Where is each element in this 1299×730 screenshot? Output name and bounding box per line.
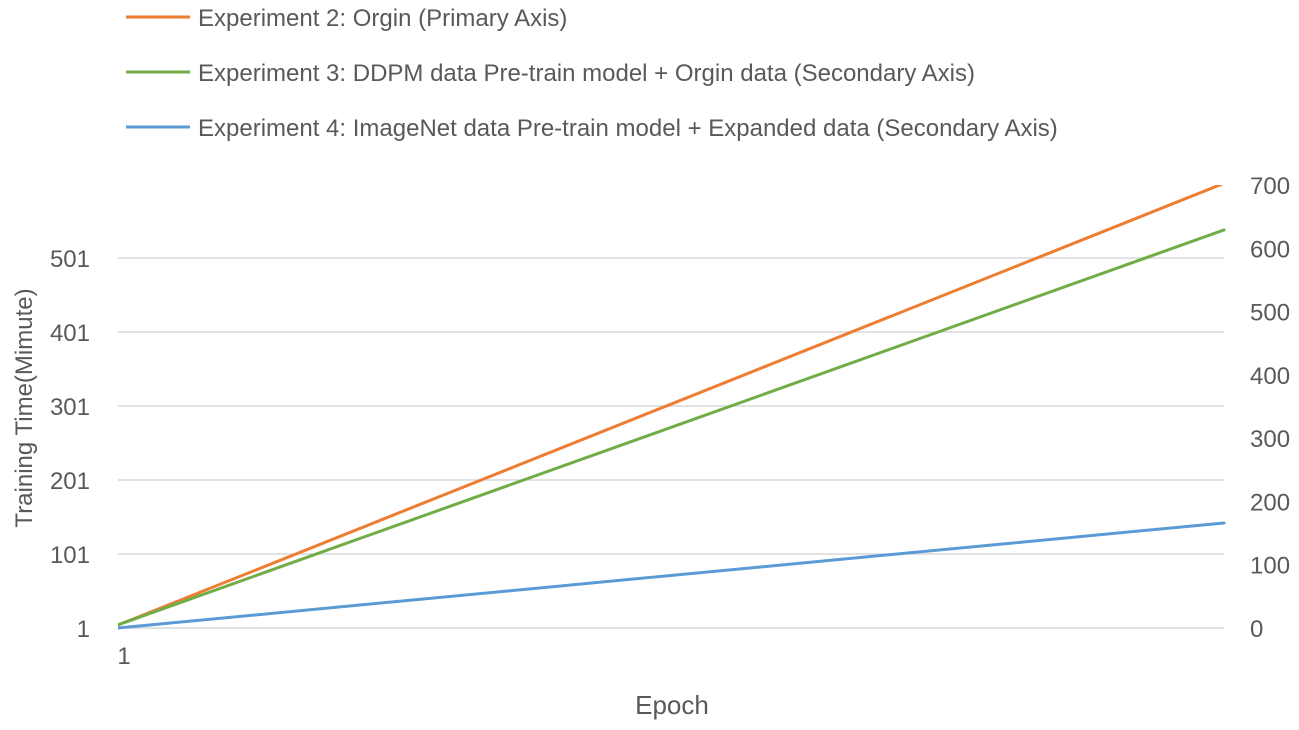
series-lines bbox=[118, 185, 1226, 630]
gridlines bbox=[118, 257, 1224, 629]
x-tick-label: 1 bbox=[117, 643, 130, 670]
y-primary-tick-label: 501 bbox=[50, 246, 90, 273]
y-primary-tick-label: 101 bbox=[50, 542, 90, 569]
y-primary-tick-label: 201 bbox=[50, 468, 90, 495]
y-secondary-tick-label: 0 bbox=[1250, 616, 1263, 643]
y-secondary-tick-label: 500 bbox=[1250, 300, 1290, 327]
y-primary-tick-label: 1 bbox=[77, 616, 90, 643]
y-secondary-tick-label: 400 bbox=[1250, 363, 1290, 390]
legend-label: Experiment 3: DDPM data Pre-train model … bbox=[198, 60, 975, 87]
legend: Experiment 2: Orgin (Primary Axis) Experi… bbox=[126, 5, 1058, 142]
y-secondary-tick-label: 200 bbox=[1250, 489, 1290, 516]
y-secondary-tick-label: 600 bbox=[1250, 236, 1290, 263]
y-axis-primary: 1 101 201 301 401 501 bbox=[50, 246, 90, 643]
series-line-2 bbox=[118, 228, 1226, 627]
legend-label: Experiment 4: ImageNet data Pre-train mo… bbox=[198, 115, 1058, 142]
x-axis: 1 bbox=[117, 643, 130, 670]
y-secondary-tick-label: 700 bbox=[1250, 173, 1290, 200]
y-primary-tick-label: 401 bbox=[50, 320, 90, 347]
y-secondary-tick-label: 100 bbox=[1250, 553, 1290, 580]
y-axis-label: Training Time(Mimute) bbox=[11, 288, 38, 527]
y-secondary-tick-label: 300 bbox=[1250, 426, 1290, 453]
x-axis-label: Epoch bbox=[635, 690, 709, 720]
y-axis-secondary: 0 100 200 300 400 500 600 700 bbox=[1250, 173, 1290, 643]
series-line-1 bbox=[118, 185, 1224, 627]
legend-label: Experiment 2: Orgin (Primary Axis) bbox=[198, 5, 567, 32]
series-line-3 bbox=[118, 521, 1226, 630]
y-primary-tick-label: 301 bbox=[50, 394, 90, 421]
